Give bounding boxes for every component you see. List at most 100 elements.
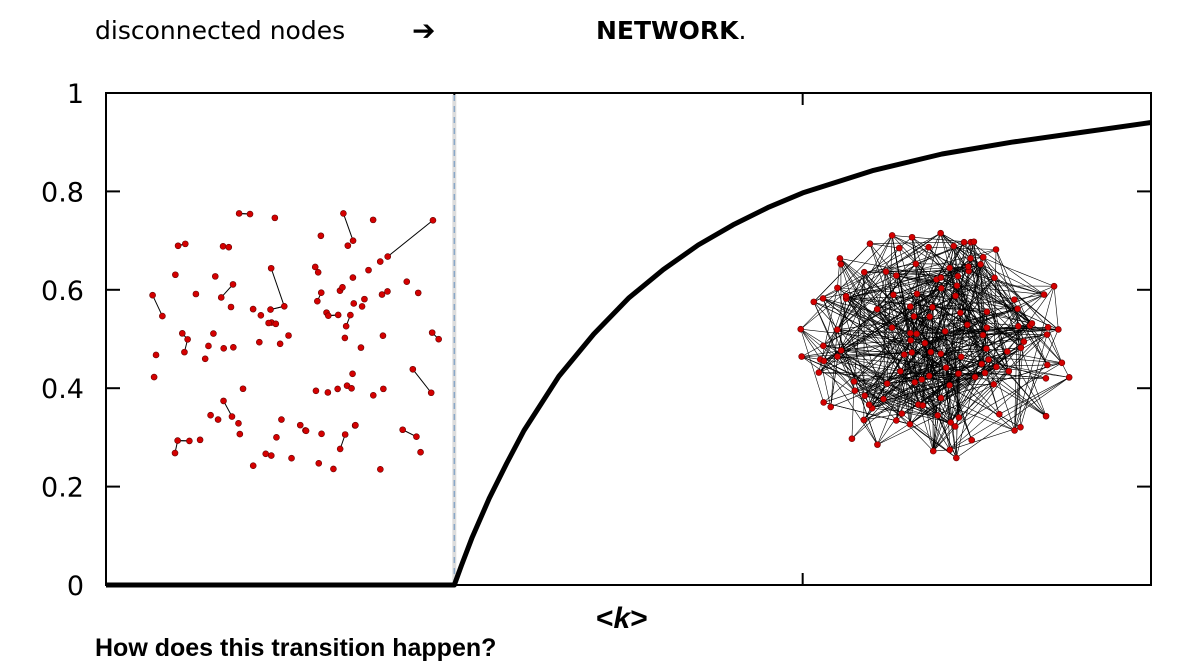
network-node [1040,291,1048,298]
dense-edge [949,426,1021,451]
isolated-node [334,311,342,319]
dense-edge [949,267,960,418]
dense-edge [1014,286,1055,431]
dense-edge [945,285,1055,332]
network-node [833,326,841,333]
network-node [907,336,914,344]
dense-edge [869,404,951,423]
isolated-node [311,263,319,271]
dense-edge [830,329,838,407]
network-node [965,263,972,270]
dense-edge [877,353,942,445]
dense-edge [903,293,918,355]
sparse-edge [270,268,285,307]
dense-edge [822,298,870,405]
network-node [981,369,989,377]
isolated-node [211,273,219,280]
dense-edge [823,339,911,347]
network-node [951,423,959,430]
isolated-node [181,348,188,356]
dense-edge [892,235,969,272]
isolated-node [273,434,280,441]
isolated-node [344,242,352,249]
network-node [937,394,945,402]
x-label-var: k [613,602,631,635]
dense-edge [932,397,942,452]
dense-edge [937,384,994,416]
network-node [895,244,903,252]
network-node [898,410,906,417]
isolated-node [178,330,186,337]
isolated-node [149,291,156,299]
isolated-node [317,232,325,240]
network-node [1011,427,1018,434]
dense-edge [896,275,957,286]
giant-component-curve [106,120,1152,588]
dense-edge [953,246,976,378]
isolated-node [365,266,372,274]
dense-edge [911,352,916,383]
dense-edge [957,276,986,373]
network-node [819,295,827,302]
network-node [893,272,900,279]
network-node [937,350,945,358]
dense-edge [853,316,915,382]
network-node [908,233,916,241]
isolated-node [196,436,204,444]
dense-edge [953,246,961,313]
dense-edge [949,271,969,386]
network-node [1005,367,1013,375]
dense-edge [909,363,982,425]
isolated-node [186,437,193,445]
dense-edge [970,242,1010,372]
isolated-node [276,340,284,348]
network-node [860,416,868,424]
isolated-node [312,387,320,395]
dense-edge [949,267,961,313]
dense-edge [887,383,1015,431]
y-tick-label: 0.4 [41,374,84,405]
dense-edge [900,288,942,372]
dense-edge [980,264,1010,372]
isolated-node [267,306,274,313]
dense-edge [818,372,922,380]
dense-edge [837,287,946,332]
isolated-node [350,300,358,307]
dense-edge [892,235,971,243]
network-node [913,290,921,298]
network-node [1042,412,1050,420]
arrow-right-icon: ➔ [412,14,436,47]
dense-edge [801,339,911,357]
y-tick-label: 1 [67,79,84,110]
dense-edge [837,312,961,330]
network-node [983,308,991,316]
dense-edge [846,295,956,299]
dense-edge [896,352,913,421]
isolated-node [280,302,288,310]
isolated-node [314,297,321,305]
network-node [906,303,914,310]
dense-edge [863,413,902,421]
network-node [1055,326,1062,333]
isolated-node [428,329,436,336]
dense-edge [864,371,901,396]
isolated-node [249,305,257,313]
isolated-node [315,459,323,467]
network-node [950,242,958,250]
dense-edge [1014,294,1045,300]
isolated-node [219,242,227,250]
dense-edge [930,351,1070,378]
network-node [918,376,926,383]
isolated-node [341,431,349,438]
network-node [874,441,881,448]
isolated-node [171,449,179,457]
network-label: NETWORK [596,16,739,45]
network-node [1044,361,1051,369]
plot-frame [105,92,1152,586]
network-node [1043,331,1051,338]
dense-edge [891,327,911,425]
curve-layer [106,95,1152,588]
dense-edge [924,308,1018,344]
dense-edge [845,298,938,416]
dense-edge [800,235,893,330]
